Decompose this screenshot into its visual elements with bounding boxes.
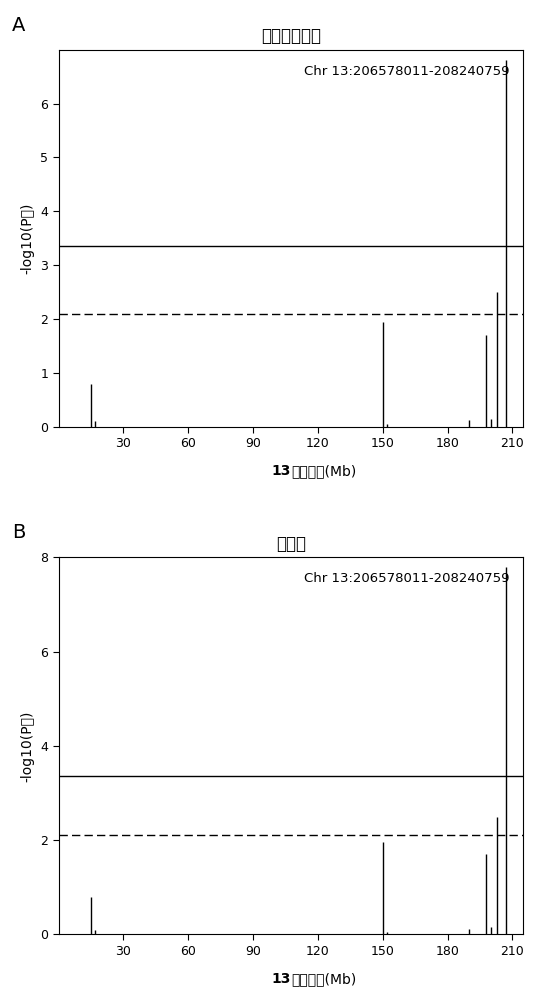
Text: 13: 13 xyxy=(272,464,291,478)
Text: 号染色体(Mb): 号染色体(Mb) xyxy=(291,972,356,986)
Title: 上市体重日龄: 上市体重日龄 xyxy=(261,27,321,45)
Text: A: A xyxy=(12,16,25,35)
Text: B: B xyxy=(12,523,25,542)
Text: 13: 13 xyxy=(272,972,291,986)
Text: 号染色体(Mb): 号染色体(Mb) xyxy=(291,464,356,478)
Y-axis label: -log10(P値): -log10(P値) xyxy=(21,710,35,782)
Y-axis label: -log10(P値): -log10(P値) xyxy=(21,202,35,274)
Title: 日增重: 日增重 xyxy=(276,535,306,553)
Text: Chr 13:206578011-208240759: Chr 13:206578011-208240759 xyxy=(304,65,509,78)
Text: Chr 13:206578011-208240759: Chr 13:206578011-208240759 xyxy=(304,572,509,585)
